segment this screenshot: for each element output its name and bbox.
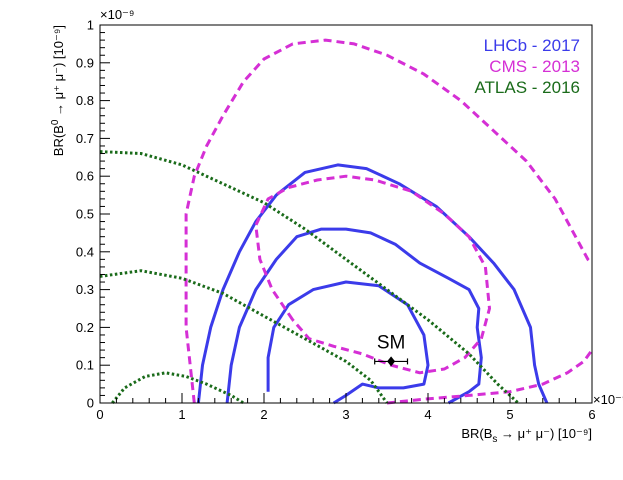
y-tick-label: 0.8 — [76, 93, 94, 108]
sm-label: SM — [377, 332, 406, 353]
y-exponent-label: ×10⁻⁹ — [100, 7, 134, 22]
y-title-post: → μ⁺ μ⁻) [10⁻⁹] — [51, 25, 66, 120]
y-axis: 0 0.1 0.2 0.3 0.4 0.5 0.6 0.7 0.8 0.9 1 — [76, 18, 110, 411]
sm-point — [387, 356, 396, 367]
x-tick-label: 6 — [588, 407, 595, 422]
x-title-sub: s — [492, 434, 497, 445]
contour-1-2 — [386, 349, 594, 405]
y-tick-label: 0.5 — [76, 207, 94, 222]
x-tick-label: 0 — [96, 407, 103, 422]
y-title-pre: BR(B — [51, 125, 66, 156]
legend-item: CMS - 2013 — [489, 57, 580, 76]
contour-0-0 — [266, 280, 430, 405]
legend-item: LHCb - 2017 — [484, 36, 580, 55]
y-tick-label: 0.6 — [76, 169, 94, 184]
y-tick-label: 0.2 — [76, 320, 94, 335]
y-tick-label: 0 — [87, 396, 94, 411]
y-tick-label: 1 — [87, 18, 94, 33]
x-tick-label: 1 — [178, 407, 185, 422]
y-axis-title: BR(B0 → μ⁺ μ⁻) [10⁻⁹] — [50, 25, 66, 156]
y-tick-label: 0.7 — [76, 131, 94, 146]
x-tick-label: 4 — [424, 407, 431, 422]
contour-2-1 — [99, 269, 389, 404]
contour-2-0 — [99, 150, 520, 405]
x-tick-label: 2 — [260, 407, 267, 422]
x-tick-label: 5 — [506, 407, 513, 422]
contour-1-1 — [184, 38, 594, 404]
contour-0-1 — [225, 227, 483, 405]
legend: LHCb - 2017 CMS - 2013 ATLAS - 2016 — [474, 36, 580, 97]
x-title-post: → μ⁺ μ⁻) [10⁻⁹] — [497, 426, 592, 441]
contour-2-2 — [111, 371, 245, 405]
x-axis: 0 1 2 3 4 5 6 — [96, 393, 596, 422]
x-title-pre: BR(B — [461, 426, 492, 441]
x-axis-title: BR(Bs → μ⁺ μ⁻) [10⁻⁹] — [461, 426, 592, 445]
contour-layer — [99, 38, 594, 405]
y-tick-label: 0.1 — [76, 358, 94, 373]
legend-item: ATLAS - 2016 — [474, 78, 580, 97]
y-title-sup: 0 — [50, 119, 61, 125]
sm-marker: SM — [374, 332, 409, 367]
contour-0-2 — [196, 163, 549, 404]
y-tick-label: 0.9 — [76, 55, 94, 70]
y-tick-label: 0.3 — [76, 282, 94, 297]
x-tick-label: 3 — [342, 407, 349, 422]
x-exponent-label: ×10⁻⁹ — [593, 392, 623, 407]
y-tick-label: 0.4 — [76, 244, 94, 259]
